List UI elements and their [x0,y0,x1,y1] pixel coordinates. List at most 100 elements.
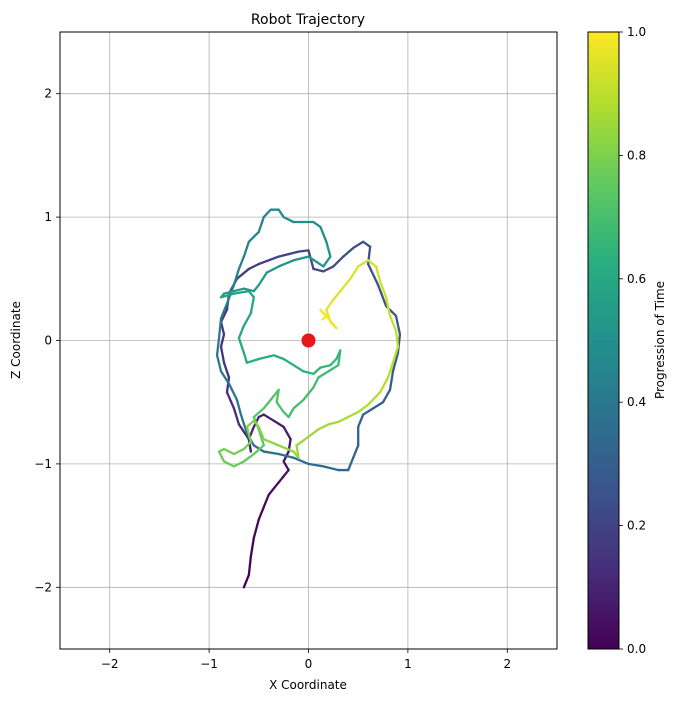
trajectory-segment [292,456,310,466]
trajectory-segment [232,287,246,293]
trajectory-segment [267,255,280,262]
trajectory-segment [262,398,272,410]
trajectory-segment [331,289,342,303]
y-tick-label: −1 [34,457,52,471]
trajectory-segment [317,423,330,431]
trajectory-segment [282,460,290,472]
trajectory-segment [378,376,390,394]
trajectory-segment [257,259,270,266]
trajectory-segment [247,555,252,577]
trajectory-segment [366,262,380,287]
trajectory-segment [307,255,325,268]
y-axis-label: Z Coordinate [9,301,23,379]
trajectory-segment [245,419,255,429]
trajectory-segment [282,357,295,367]
trajectory-segment [225,376,231,394]
trajectory-segment [257,505,265,521]
trajectory-segment [257,428,265,447]
trajectory-segment [327,364,340,373]
origin-marker [301,333,316,348]
y-tick-label: −2 [34,580,52,594]
trajectory-segment [292,364,305,373]
trajectory-segment [267,487,275,496]
trajectory-segment [222,447,236,456]
trajectory-segment [252,419,260,429]
trajectory-segment [302,370,315,375]
trajectory-segment [319,364,332,369]
trajectory-segment [381,388,392,404]
trajectory-segment [295,435,310,447]
trajectory-segment [237,324,246,340]
trajectory-segment [317,370,330,379]
trajectory-segment [347,410,360,419]
trajectory-segment [357,413,365,429]
colorbar [587,31,620,650]
trajectory-segment [357,259,370,268]
trajectory-segment [319,225,328,243]
trajectory-segment [275,401,285,414]
trajectory-segment [307,462,325,468]
trajectory-segment [232,447,246,456]
trajectory-segment [292,255,310,262]
trajectory-segment [242,312,252,327]
trajectory-segment [247,289,255,299]
trajectory-segment [219,370,231,385]
colorbar-label: Progression of Time [653,281,667,399]
trajectory-segment [362,240,372,248]
trajectory-segment [347,456,355,472]
trajectory-segment [257,425,265,441]
colorbar-ticks: 0.0 0.2 0.4 0.6 0.8 1.0 [619,25,646,656]
trajectory-segment [239,413,249,435]
trajectory-segment [322,265,335,273]
trajectory-segment [282,468,290,478]
x-ticks: −2 −1 0 1 2 [101,649,511,671]
trajectory-segment [312,376,320,389]
trajectory-segment [277,259,295,268]
trajectory-segment [371,401,385,410]
trajectory-segment [384,296,392,317]
trajectory-segment [247,262,260,271]
trajectory-line [215,208,402,589]
trajectory-segment [357,403,370,414]
trajectory-segment [262,450,280,456]
trajectory-segment [252,283,260,293]
trajectory-segment [235,267,251,280]
trajectory-segment [272,481,280,490]
trajectory-segment [262,493,270,509]
trajectory-segment [337,415,350,424]
trajectory-segment [252,518,260,540]
trajectory-segment [222,460,236,468]
trajectory-segment [362,407,375,416]
trajectory-segment [312,366,322,375]
trajectory-segment [242,240,251,258]
trajectory-segment [232,407,241,426]
x-axis-label: X Coordinate [269,678,347,692]
trajectory-segment [396,333,402,354]
trajectory-segment [252,407,265,419]
x-tick-label: 2 [503,657,511,671]
trajectory-segment [272,354,285,361]
trajectory-segment [237,336,246,354]
trajectory-segment [242,573,251,589]
trajectory-segment [247,230,260,243]
colorbar-tick-label: 0.2 [627,519,646,533]
trajectory-segment [225,391,236,410]
trajectory-segment [232,267,241,287]
trajectory-segment [388,314,398,332]
trajectory-segment [217,317,223,340]
trajectory-segment [388,370,395,392]
trajectory-segment [217,450,226,463]
trajectory-segment [307,249,315,271]
trajectory-segment [277,252,290,258]
colorbar-tick-label: 1.0 [627,25,646,39]
trajectory-segment [282,410,290,419]
trajectory-segment [391,351,400,373]
trajectory-segment [339,277,352,293]
trajectory-segment [366,391,382,406]
trajectory-segment [302,386,315,401]
trajectory-segment [287,407,295,419]
trajectory-segment [282,425,292,441]
trajectory-segment [237,423,251,441]
trajectory-segment [297,249,310,253]
